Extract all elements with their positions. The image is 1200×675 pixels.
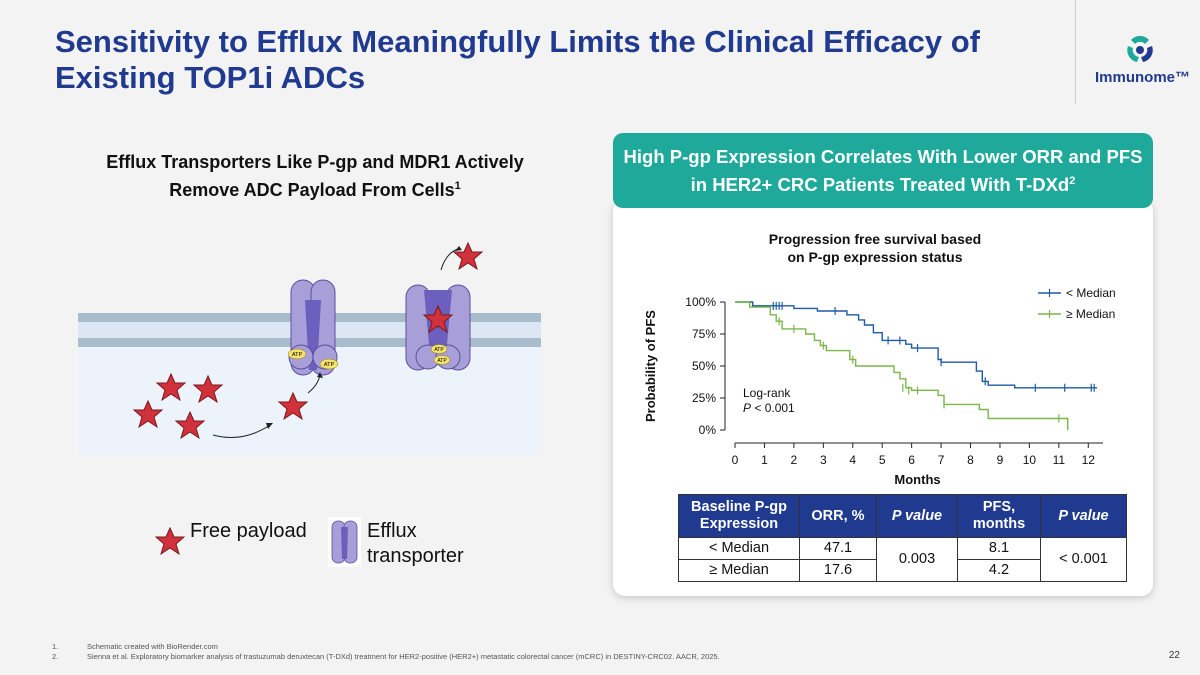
footnote-text: Sienna et al. Exploratory biomarker anal…: [87, 652, 720, 661]
row-orr: 17.6: [799, 559, 877, 582]
x-tick-label: 0: [732, 453, 739, 467]
col-header-orr: ORR, %: [799, 494, 877, 538]
logrank-label: Log-rank: [743, 386, 791, 400]
atp-label-3: ATP: [434, 347, 444, 353]
row-pfs: 8.1: [957, 537, 1041, 560]
pfs-kaplan-meier-chart: Progression free survival based on P-gp e…: [643, 231, 1116, 485]
chart-title-line1: Progression free survival based: [769, 231, 981, 247]
pfs-p-value: < 0.001: [1040, 537, 1127, 582]
atp-label-2: ATP: [324, 362, 335, 368]
logo-wordmark: Immunome™: [1095, 69, 1191, 86]
x-tick-label: 11: [1053, 453, 1066, 467]
efflux-schematic: ATP ATP ATP ATP: [78, 242, 541, 455]
x-tick-label: 1: [761, 453, 768, 467]
footnote-number: 2.: [52, 652, 59, 661]
y-tick-label: 25%: [692, 391, 716, 405]
table-header-row: Baseline P-gp Expression ORR, % P value …: [678, 494, 1127, 538]
orr-p-value: 0.003: [876, 537, 958, 582]
header-divider: [1075, 0, 1076, 104]
footnotes: 1. Schematic created with BioRender.com 2…: [52, 642, 1052, 662]
results-header: High P-gp Expression Correlates With Low…: [613, 133, 1153, 208]
col-header-pfs-p: P value: [1040, 494, 1127, 538]
free-payload-label: Free payload: [190, 520, 307, 542]
x-tick-label: 12: [1082, 453, 1096, 467]
company-logo: Immunome™: [1095, 30, 1191, 90]
legend-label: < Median: [1066, 286, 1116, 300]
atp-label-1: ATP: [292, 352, 303, 358]
results-header-text: High P-gp Expression Correlates With Low…: [623, 145, 1143, 196]
x-tick-label: 4: [849, 453, 856, 467]
row-group: ≥ Median: [678, 559, 800, 582]
page-number: 22: [1168, 650, 1180, 661]
row-pfs: 4.2: [957, 559, 1041, 582]
x-tick-label: 9: [997, 453, 1004, 467]
efficacy-table: Baseline P-gp Expression ORR, % P value …: [678, 494, 1127, 582]
efflux-heading-text: Efflux Transporters Like P-gp and MDR1 A…: [106, 152, 524, 200]
x-axis-label: Months: [894, 472, 940, 485]
efflux-heading-footnote: 1: [454, 180, 461, 192]
legend-label: ≥ Median: [1066, 307, 1115, 321]
footnote-number: 1.: [52, 642, 59, 651]
col-header-orr-p: P value: [876, 494, 958, 538]
x-tick-label: 8: [967, 453, 974, 467]
uptake-arrow: [212, 424, 271, 438]
x-tick-label: 7: [938, 453, 945, 467]
free-payload-icon: [155, 527, 185, 556]
row-group: < Median: [678, 537, 800, 560]
immunome-logo-icon: [1127, 35, 1153, 62]
footnote-2: 2. Sienna et al. Exploratory biomarker an…: [52, 652, 1052, 662]
x-tick-label: 10: [1023, 453, 1037, 467]
slide-title: Sensitivity to Efflux Meaningfully Limit…: [55, 24, 980, 95]
table-row: < Median 47.1 0.003 8.1 < 0.001: [678, 537, 1127, 582]
y-tick-label: 100%: [685, 295, 716, 309]
logrank-p-value: P < 0.001: [743, 401, 795, 415]
km-curve-below-median: [735, 301, 1098, 389]
results-header-footnote: 2: [1069, 174, 1076, 187]
y-axis-label: Probability of PFS: [643, 310, 658, 422]
x-tick-label: 2: [791, 453, 798, 467]
y-tick-label: 0%: [699, 423, 717, 437]
col-header-expression: Baseline P-gp Expression: [678, 494, 800, 538]
y-tick-label: 50%: [692, 359, 716, 373]
efflux-heading: Efflux Transporters Like P-gp and MDR1 A…: [70, 150, 560, 202]
atp-label-4: ATP: [437, 358, 447, 364]
x-tick-label: 6: [908, 453, 915, 467]
col-header-pfs: PFS, months: [957, 494, 1041, 538]
x-tick-label: 5: [879, 453, 886, 467]
efflux-transporter-icon: [328, 517, 361, 567]
transporter-open: ATP ATP: [405, 284, 471, 371]
row-orr: 47.1: [799, 537, 877, 560]
payload-star: [453, 242, 483, 270]
table-row: ≥ Median 17.6 4.2: [678, 559, 1127, 582]
footnote-text: Schematic created with BioRender.com: [87, 642, 218, 651]
chart-title-line2: on P-gp expression status: [787, 249, 962, 265]
transporter-closed: ATP ATP: [287, 279, 339, 376]
x-tick-label: 3: [820, 453, 827, 467]
y-tick-label: 75%: [692, 327, 716, 341]
efflux-transporter-label: Efflux transporter: [367, 520, 464, 567]
footnote-1: 1. Schematic created with BioRender.com: [52, 642, 1052, 652]
